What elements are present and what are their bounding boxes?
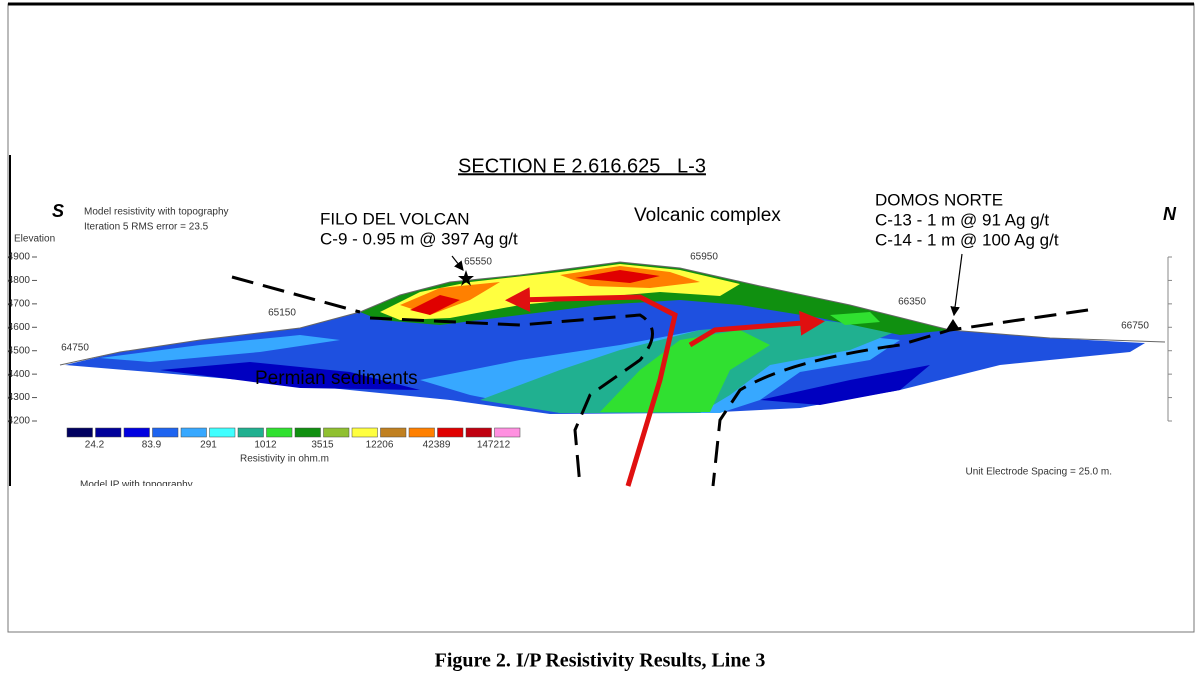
pointer [451, 255, 464, 271]
fault-line [231, 275, 361, 314]
legend-swatch [209, 427, 236, 438]
legend-swatch [351, 427, 378, 438]
legend-swatch [294, 427, 321, 438]
legend-swatch [465, 427, 492, 438]
y-tick-label: 4300 [8, 392, 31, 403]
pointer [950, 253, 963, 317]
legend-label: 1012 [254, 440, 277, 451]
station-label: 64750 [61, 343, 89, 354]
y-tick-label: 4600 [8, 322, 31, 333]
station-label: 65550 [464, 257, 492, 268]
drill-hole-triangle [946, 319, 960, 330]
annotation-text: C-13 - 1 m @ 91 Ag g/t [875, 210, 1049, 229]
legend-swatch [237, 427, 264, 438]
legend-swatch [323, 427, 350, 438]
station-label: 65950 [690, 252, 718, 263]
legend-swatch [266, 427, 293, 438]
y-tick-label: 4500 [8, 345, 31, 356]
legend-swatch [152, 427, 179, 438]
legend-swatch [494, 427, 521, 438]
fault-line [711, 308, 1089, 487]
caption: Figure 2. I/P Resistivity Results, Line … [435, 650, 766, 672]
model-title: Model resistivity with topography [84, 207, 229, 218]
south-label: S [52, 201, 64, 221]
legend-label: 147212 [477, 440, 511, 451]
legend-swatch [180, 427, 207, 438]
cross-section [59, 261, 1166, 414]
station-label: 65150 [268, 308, 296, 319]
legend-swatch [123, 427, 150, 438]
fluid-path-arrow [505, 287, 678, 487]
section-title: SECTION E 2.616.625 L-3 [458, 155, 706, 177]
legend-label: 12206 [366, 440, 394, 451]
annotation-text: C-9 - 0.95 m @ 397 Ag g/t [320, 229, 518, 248]
annotation: Permian sediments [255, 368, 418, 389]
legend-title: Resistivity in ohm.m [240, 454, 329, 465]
y-tick-label: 4200 [8, 416, 31, 427]
model-iteration: Iteration 5 RMS error = 23.5 [84, 222, 209, 233]
legend-swatch [380, 427, 407, 438]
fluid-path-arrow [688, 310, 825, 348]
north-label: N [1163, 204, 1177, 224]
drill-hole-star [458, 270, 474, 286]
annotation-title: FILO DEL VOLCAN [320, 209, 470, 228]
legend-label: 24.2 [85, 440, 105, 451]
y-tick-label: 4700 [8, 298, 31, 309]
legend-label: 42389 [423, 440, 451, 451]
y-tick-label: 4400 [8, 369, 31, 380]
annotation-text: C-14 - 1 m @ 100 Ag g/t [875, 230, 1059, 249]
legend-label: 83.9 [142, 440, 162, 451]
station-label: 66750 [1121, 321, 1149, 332]
fault-line [369, 313, 654, 487]
legend-swatch [95, 427, 122, 438]
legend-label: 3515 [311, 440, 334, 451]
station-label: 66350 [898, 297, 926, 308]
y-tick-label: 4800 [8, 275, 31, 286]
electrode-spacing: Unit Electrode Spacing = 25.0 m. [966, 467, 1112, 478]
y-tick-label: 4900 [8, 252, 31, 263]
legend-label: 291 [200, 440, 217, 451]
legend-swatch [408, 427, 435, 438]
lower-panel-title: Model IP with topography [80, 480, 193, 491]
annotation: Volcanic complex [634, 205, 781, 226]
axis-label: Elevation [14, 234, 55, 245]
annotation-title: DOMOS NORTE [875, 190, 1003, 209]
legend-swatch [66, 427, 93, 438]
legend-swatch [437, 427, 464, 438]
right-scale [1167, 256, 1172, 422]
